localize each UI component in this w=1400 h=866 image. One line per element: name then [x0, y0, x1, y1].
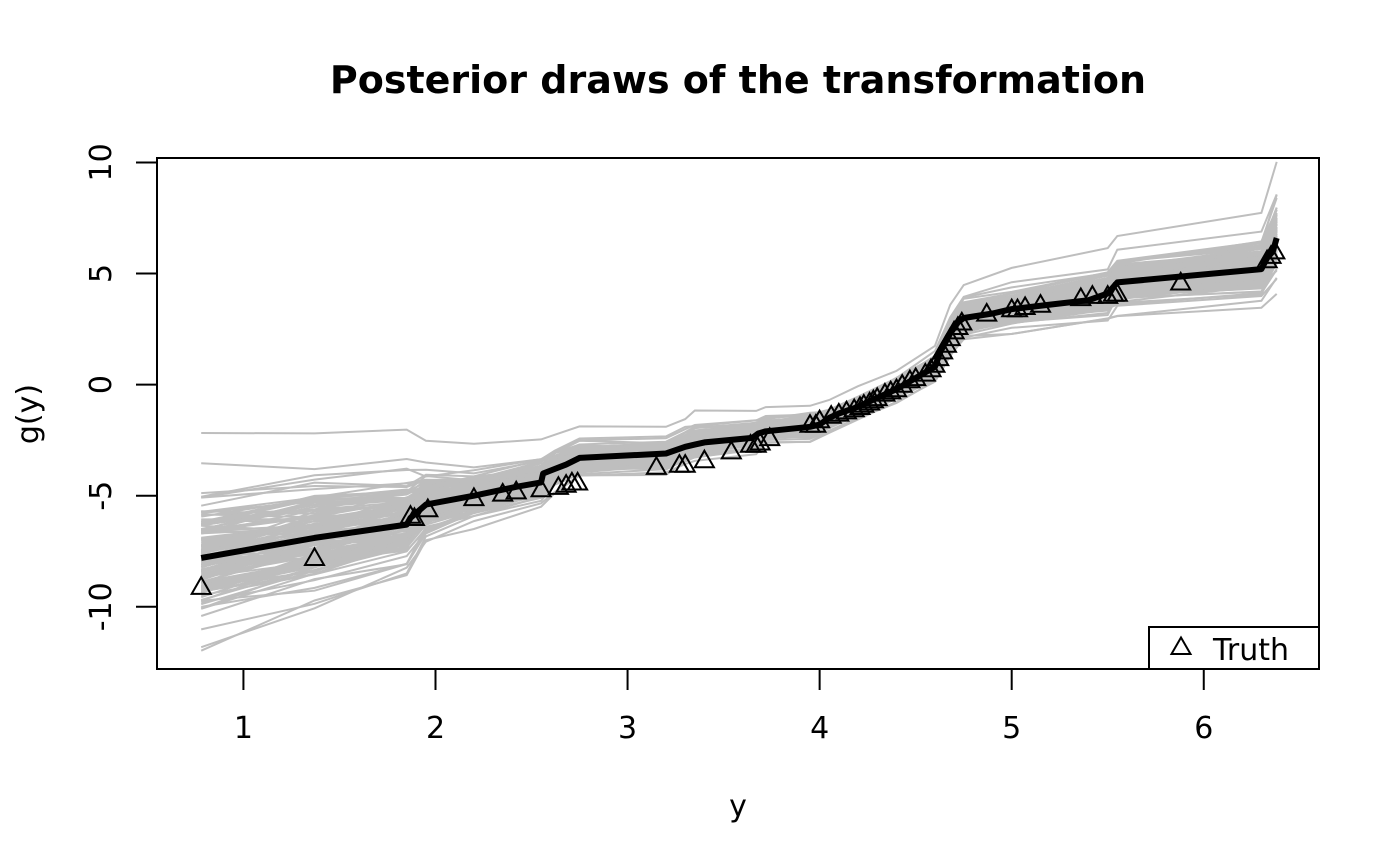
truth-point — [720, 439, 743, 460]
truth-point — [827, 401, 851, 422]
truth-point — [1096, 284, 1119, 304]
truth-point — [862, 388, 885, 409]
truth-point — [1106, 281, 1129, 302]
truth-point — [673, 453, 697, 473]
posterior-draws — [200, 161, 1278, 652]
x-axis-label: y — [729, 789, 747, 824]
truth-point — [879, 379, 902, 400]
truth-point — [529, 477, 553, 498]
truth-point — [693, 448, 716, 469]
truth-point — [399, 504, 422, 524]
y-tick-label: -10 — [84, 582, 119, 631]
truth-point — [1263, 239, 1287, 260]
y-axis-label: g(y) — [11, 384, 46, 444]
y-tick-label: -5 — [84, 481, 119, 511]
posterior-draw-line — [201, 213, 1278, 513]
truth-point — [1169, 270, 1192, 291]
posterior-draw-line — [200, 215, 1278, 523]
posterior-draw-line — [200, 209, 1278, 525]
y-tick-label: 5 — [84, 264, 119, 283]
posterior-draw-line — [201, 260, 1278, 604]
y-tick-label: 10 — [84, 143, 119, 181]
truth-point — [1013, 295, 1037, 315]
truth-point — [189, 575, 213, 595]
y-tick-label: 0 — [84, 375, 119, 394]
truth-point — [303, 546, 326, 566]
legend: Truth — [1148, 626, 1320, 670]
x-tick-label: 2 — [426, 711, 445, 746]
truth-point — [950, 310, 974, 331]
posterior-draw-line — [200, 277, 1278, 649]
truth-points — [189, 239, 1287, 595]
posterior-draw-line — [201, 161, 1278, 445]
truth-point — [547, 475, 570, 495]
truth-point — [758, 426, 781, 447]
posterior-draw-line — [201, 212, 1278, 530]
truth-point — [835, 399, 858, 420]
chart-title: Posterior draws of the transformation — [330, 58, 1146, 102]
x-axis: 1 2 3 4 5 6 — [234, 668, 1213, 746]
truth-point — [842, 397, 866, 418]
truth-point — [946, 315, 970, 335]
truth-point — [566, 470, 589, 491]
x-tick-label: 1 — [234, 711, 253, 746]
x-tick-label: 3 — [618, 711, 637, 746]
truth-point — [919, 357, 943, 378]
truth-point — [748, 430, 772, 451]
x-tick-label: 4 — [810, 711, 829, 746]
truth-point — [898, 368, 922, 389]
posterior-mean — [200, 237, 1280, 561]
posterior-draw-line — [200, 214, 1278, 525]
truth-point — [645, 455, 668, 475]
posterior-draw-line — [200, 217, 1278, 531]
truth-point — [975, 301, 998, 322]
truth-point — [819, 404, 843, 424]
posterior-draw-line — [201, 194, 1278, 471]
legend-triangle-icon — [1169, 635, 1193, 655]
truth-point — [1029, 293, 1052, 313]
truth-point — [416, 497, 440, 518]
truth-point — [462, 486, 486, 507]
truth-point — [491, 481, 514, 502]
plot-frame — [156, 157, 1320, 670]
posterior-mean-line — [200, 237, 1280, 561]
legend-label: Truth — [1212, 633, 1289, 668]
truth-point — [504, 479, 528, 500]
truth-point — [1259, 244, 1283, 264]
truth-point — [1006, 297, 1029, 318]
legend-box — [1148, 626, 1320, 670]
x-tick-label: 6 — [1194, 711, 1213, 746]
x-tick-label: 5 — [1002, 711, 1021, 746]
y-axis: -10 -5 0 5 10 — [84, 143, 158, 631]
truth-point — [1081, 284, 1104, 304]
